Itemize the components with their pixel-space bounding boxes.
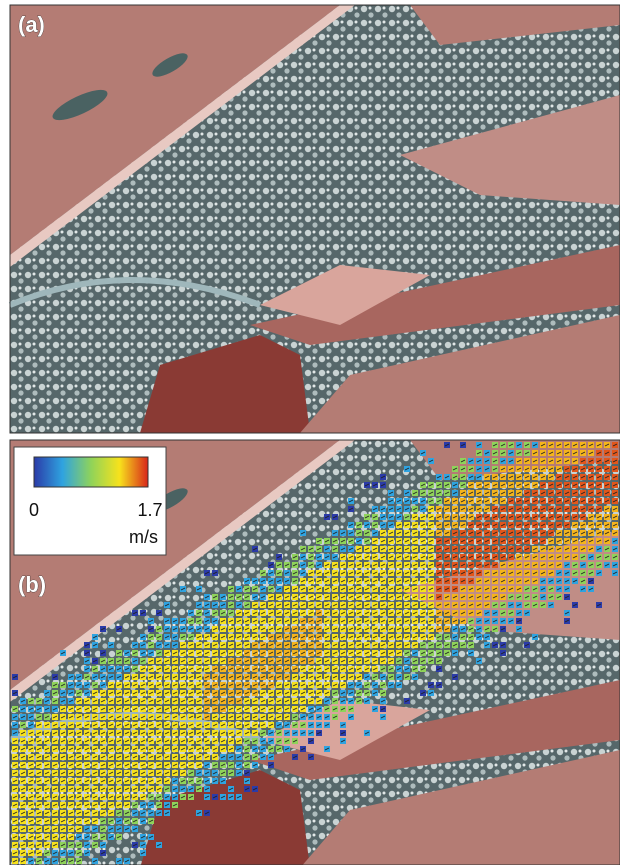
colorbar-max: 1.7 [137,500,162,520]
colorbar [34,457,148,487]
colorbar-min: 0 [29,500,39,520]
panel-label: (a) [18,12,45,37]
colorbar-legend: 0 1.7 m/s [14,447,166,555]
satellite-image [10,5,620,433]
panel-a: (a) [10,5,620,433]
panel-label: (b) [18,572,46,597]
figure: (a) (b) 0 1.7 m/s [0,0,620,865]
colorbar-unit: m/s [129,527,158,547]
page: {"panels": [{"label": "(a)"}, {"label": … [0,0,620,865]
